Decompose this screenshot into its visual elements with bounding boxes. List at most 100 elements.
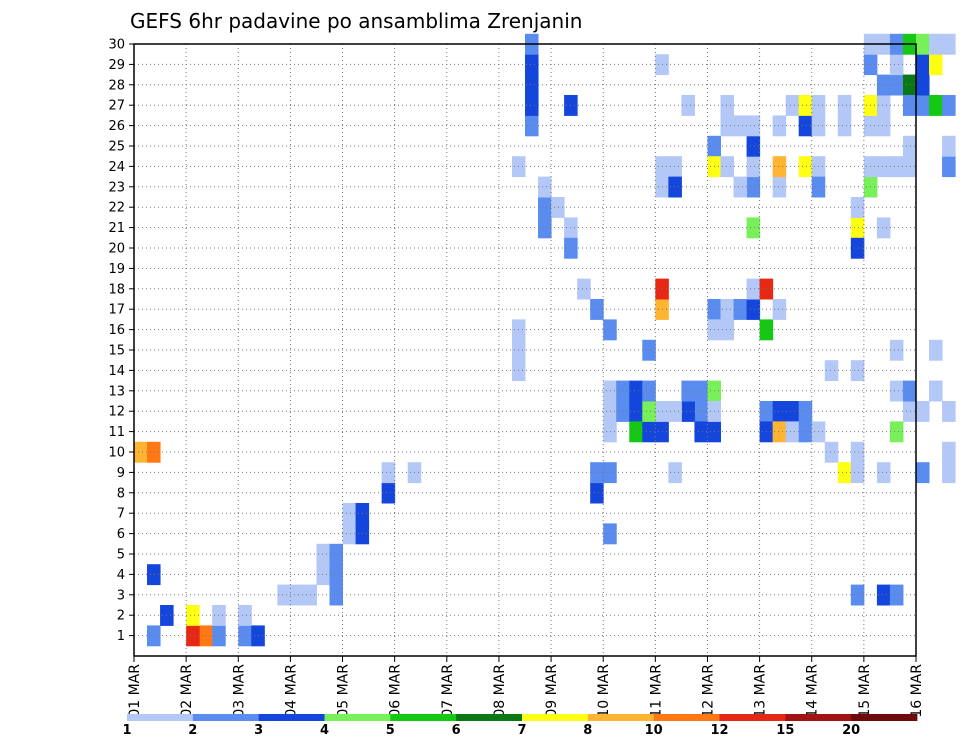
legend-label: 7 <box>517 723 526 738</box>
heatmap-cell <box>929 380 943 402</box>
heatmap-cell <box>525 54 539 76</box>
y-tick-label: 27 <box>108 99 125 114</box>
heatmap-cell <box>850 584 865 606</box>
heatmap-cell <box>381 462 396 484</box>
legend-label: 20 <box>842 723 860 738</box>
heatmap-cell <box>316 564 330 586</box>
y-axis: 1234567891011121314151617181920212223242… <box>108 38 134 644</box>
y-tick-label: 16 <box>108 323 125 338</box>
heatmap-cell <box>942 156 956 178</box>
heatmap-cell <box>199 625 213 647</box>
x-tick-label: 08 MAR <box>492 664 508 718</box>
heatmap-cell <box>785 401 800 422</box>
x-tick-label: 02 MAR <box>179 664 195 718</box>
heatmap-cell <box>290 584 304 606</box>
y-tick-label: 28 <box>108 78 125 93</box>
heatmap-cell <box>629 380 643 402</box>
heatmap-cell <box>772 421 787 443</box>
y-tick-label: 14 <box>108 364 125 379</box>
heatmap-cell <box>603 421 617 443</box>
heatmap-cell <box>525 115 539 137</box>
legend-swatch <box>653 714 720 721</box>
heatmap-cell <box>134 441 148 463</box>
heatmap-cell <box>929 339 943 361</box>
x-tick-label: 06 MAR <box>388 664 404 718</box>
heatmap-cell <box>329 564 344 586</box>
y-tick-label: 15 <box>108 344 125 359</box>
heatmap-cell <box>889 421 904 443</box>
legend-swatch <box>324 714 391 721</box>
heatmap-cell <box>798 115 813 137</box>
legend-label: 5 <box>386 723 395 738</box>
heatmap-cell <box>837 462 852 484</box>
heatmap-cell <box>889 74 904 96</box>
y-tick-label: 29 <box>108 58 125 73</box>
heatmap-cell <box>629 421 643 443</box>
heatmap-cell <box>525 95 539 116</box>
heatmap-cell <box>681 401 695 422</box>
y-tick-label: 17 <box>108 303 125 318</box>
heatmap-cell <box>147 441 161 463</box>
legend-label: 4 <box>320 723 329 738</box>
y-tick-label: 13 <box>108 384 125 399</box>
heatmap-cell <box>876 156 891 178</box>
heatmap-cell <box>668 462 682 484</box>
heatmap-cell <box>538 197 552 218</box>
heatmap-cell <box>902 380 917 402</box>
heatmap-cell <box>681 95 695 116</box>
y-tick-label: 21 <box>108 221 125 236</box>
heatmap-cell <box>694 380 708 402</box>
heatmap-cell <box>342 523 357 545</box>
x-tick-label: 05 MAR <box>336 664 352 718</box>
heatmap-cell <box>720 299 735 320</box>
heatmap-cell <box>603 319 617 341</box>
heatmap-cell <box>590 462 604 484</box>
heatmap-cell <box>668 156 682 178</box>
heatmap-cell <box>929 54 943 76</box>
y-tick-label: 11 <box>108 425 125 440</box>
y-tick-label: 19 <box>108 262 125 277</box>
heatmap-cell <box>942 401 956 422</box>
color-legend: 1 2 3 4 5 6 7 8 10 12 15 20 <box>122 714 918 738</box>
heatmap-cell <box>642 401 656 422</box>
heatmap-cell <box>525 74 539 96</box>
heatmap-cell <box>772 115 787 137</box>
x-tick-label: 09 MAR <box>544 664 560 718</box>
heatmap-cell <box>147 625 161 647</box>
heatmap-cell <box>876 115 891 137</box>
heatmap-cell <box>603 401 617 422</box>
heatmap-cell <box>186 605 200 626</box>
heatmap-cell <box>668 401 682 422</box>
heatmap-cell <box>902 135 917 157</box>
heatmap-cell <box>876 584 891 606</box>
heatmap-cell <box>837 95 852 116</box>
heatmap-cell <box>785 95 800 116</box>
heatmap-cell <box>329 584 344 606</box>
heatmap-cell <box>681 380 695 402</box>
heatmap-cell <box>538 176 552 198</box>
heatmap-cell <box>942 462 956 484</box>
heatmap-cell <box>824 441 839 463</box>
heatmap-cell <box>720 319 735 341</box>
heatmap-cell <box>603 523 617 545</box>
heatmap-cell <box>629 401 643 422</box>
y-tick-label: 3 <box>117 588 125 603</box>
y-tick-label: 22 <box>108 201 125 216</box>
heatmap-cell <box>916 462 930 484</box>
x-tick-label: 16 MAR <box>909 664 925 718</box>
legend-swatch <box>456 714 523 721</box>
heatmap-cell <box>772 156 787 178</box>
y-tick-label: 18 <box>108 282 125 297</box>
heatmap-cell <box>798 401 813 422</box>
heatmap-cell <box>551 197 565 218</box>
y-tick-label: 24 <box>108 160 125 175</box>
heatmap-cell <box>668 176 682 198</box>
heatmap-cell <box>733 115 748 137</box>
heatmap-cell <box>720 156 735 178</box>
heatmap-cell <box>746 278 761 300</box>
x-tick-label: 13 MAR <box>753 664 769 718</box>
heatmap-cell <box>850 462 865 484</box>
x-tick-label: 07 MAR <box>440 664 456 718</box>
legend-label: 1 <box>122 723 131 738</box>
